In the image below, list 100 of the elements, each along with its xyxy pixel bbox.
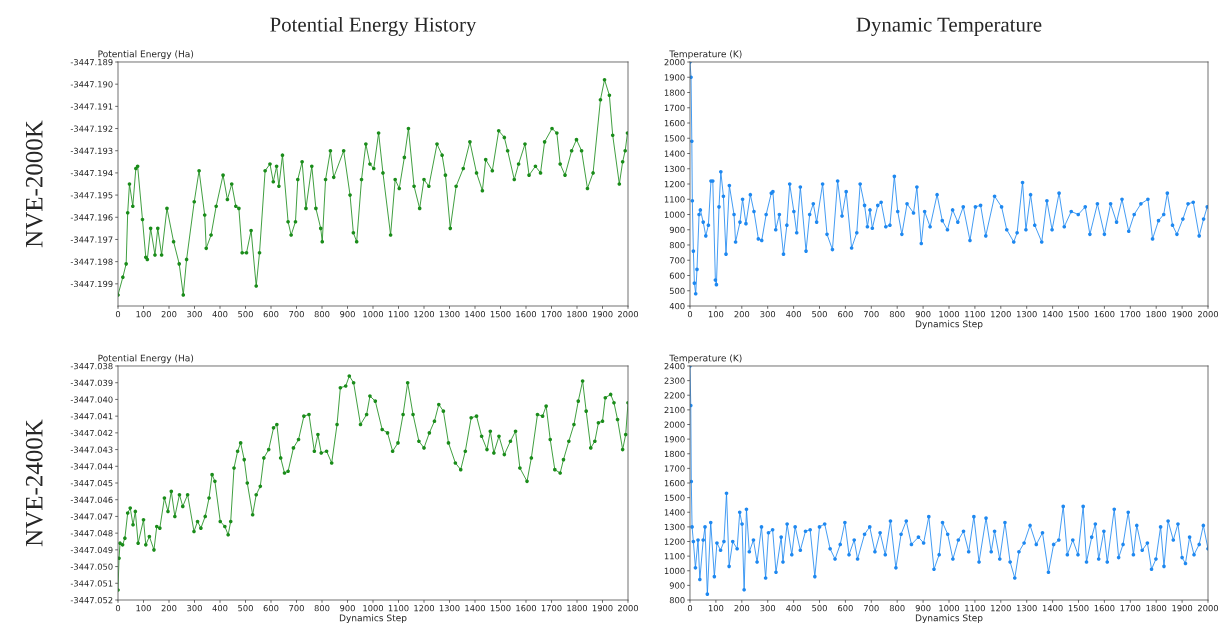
x-tick-label: 1100 bbox=[388, 311, 409, 318]
x-tick-label: 300 bbox=[187, 311, 202, 318]
x-tick-label: 1300 bbox=[1017, 311, 1037, 318]
x-tick-label: 0 bbox=[115, 605, 121, 612]
y-tick-label: 1400 bbox=[664, 509, 685, 516]
text: NVE-2400K bbox=[25, 419, 43, 547]
x-tick-label: 0 bbox=[687, 605, 693, 612]
x-tick-label: 100 bbox=[708, 605, 724, 612]
y-tick-label: 1800 bbox=[664, 450, 685, 458]
x-tick-label: 500 bbox=[812, 311, 827, 318]
x-tick-label: 1200 bbox=[414, 605, 435, 612]
x-tick-label: 1200 bbox=[991, 605, 1011, 612]
x-tick-label: 1900 bbox=[1172, 311, 1193, 318]
x-tick-label: 500 bbox=[238, 311, 253, 318]
y-tick-label: 1100 bbox=[664, 196, 685, 203]
x-tick-label: 900 bbox=[915, 605, 931, 612]
y-tick-label: 1600 bbox=[664, 479, 685, 487]
x-tick-label: 0 bbox=[687, 311, 693, 318]
x-tick-label: 1100 bbox=[965, 311, 985, 318]
x-tick-label: 1000 bbox=[939, 311, 960, 318]
y-tick-label: 900 bbox=[669, 582, 685, 589]
x-tick-label: 1400 bbox=[1042, 311, 1063, 318]
x-tick-label: 0 bbox=[115, 311, 121, 318]
y-axis-title: Potential Energy (Ha) bbox=[98, 50, 194, 60]
y-tick-label: -3447.039 bbox=[70, 379, 113, 386]
x-tick-label: 1700 bbox=[1120, 311, 1141, 318]
x-tick-label: 1900 bbox=[592, 605, 613, 612]
y-tick-label: 2000 bbox=[664, 421, 685, 428]
y-tick-label: 1200 bbox=[664, 538, 685, 545]
y-tick-label: -3447.050 bbox=[70, 563, 113, 570]
x-tick-label: 900 bbox=[340, 605, 355, 612]
x-tick-label: 1100 bbox=[388, 605, 409, 612]
x-tick-label: 1200 bbox=[414, 311, 435, 318]
x-tick-label: 2000 bbox=[1198, 605, 1219, 612]
x-tick-label: 1500 bbox=[1068, 311, 1089, 318]
y-tick-label: -3447.041 bbox=[70, 413, 113, 420]
y-tick-label: 1500 bbox=[664, 494, 685, 501]
x-tick-label: 1100 bbox=[965, 605, 985, 612]
y-tick-label: 500 bbox=[669, 287, 685, 295]
y-axis-title: Potential Energy (Ha) bbox=[98, 354, 194, 364]
x-tick-label: 700 bbox=[289, 311, 304, 318]
x-tick-label: 1500 bbox=[490, 605, 511, 612]
y-tick-label: 400 bbox=[669, 302, 685, 310]
x-tick-label: 1200 bbox=[991, 311, 1011, 318]
y-axis-title: Temperature (K) bbox=[669, 354, 742, 364]
x-tick-label: 400 bbox=[212, 605, 228, 612]
y-tick-label: 1600 bbox=[664, 119, 685, 127]
x-tick-label: 1700 bbox=[541, 605, 562, 612]
y-tick-label: 900 bbox=[669, 226, 685, 234]
x-tick-label: 1700 bbox=[541, 311, 562, 318]
y-tick-label: 1900 bbox=[664, 436, 685, 443]
x-tick-label: 1500 bbox=[490, 311, 511, 318]
x-tick-label: 1300 bbox=[439, 605, 460, 612]
y-tick-label: -3447.045 bbox=[70, 479, 113, 487]
y-tick-label: -3447.047 bbox=[70, 513, 113, 520]
y-axis-title: Temperature (K) bbox=[669, 50, 742, 60]
y-tick-label: 800 bbox=[669, 241, 685, 249]
text: NVE-2000K bbox=[25, 120, 43, 248]
x-tick-label: 800 bbox=[314, 311, 330, 318]
x-tick-label: 300 bbox=[760, 605, 776, 612]
y-tick-label: -3447.192 bbox=[70, 125, 113, 132]
x-tick-label: 600 bbox=[838, 605, 853, 612]
chart-title: Dynamic Temperature bbox=[856, 17, 1042, 36]
y-tick-label: -3447.052 bbox=[70, 596, 113, 604]
y-tick-label: -3447.195 bbox=[70, 192, 113, 199]
y-tick-label: 2200 bbox=[664, 392, 685, 399]
y-tick-label: -3447.199 bbox=[70, 280, 113, 288]
x-tick-label: 600 bbox=[263, 311, 279, 318]
y-tick-label: 1000 bbox=[664, 567, 685, 575]
x-tick-label: 700 bbox=[864, 605, 879, 612]
y-tick-label: 2100 bbox=[664, 406, 685, 414]
x-tick-label: 200 bbox=[734, 311, 750, 318]
x-tick-label: 2000 bbox=[1198, 311, 1219, 318]
y-tick-label: -3447.051 bbox=[70, 580, 113, 587]
x-tick-label: 300 bbox=[760, 311, 776, 318]
y-tick-label: 1300 bbox=[664, 523, 685, 531]
y-tick-label: 1200 bbox=[664, 180, 685, 188]
x-tick-label: 1400 bbox=[465, 605, 486, 612]
y-tick-label: 1000 bbox=[664, 211, 685, 218]
x-tick-label: 300 bbox=[187, 605, 202, 612]
x-tick-label: 1000 bbox=[363, 311, 384, 318]
x-tick-label: 2000 bbox=[618, 605, 639, 612]
y-tick-label: -3447.196 bbox=[70, 214, 113, 221]
x-tick-label: 200 bbox=[161, 605, 177, 612]
y-tick-label: 700 bbox=[669, 257, 685, 264]
y-tick-label: 1500 bbox=[664, 135, 685, 142]
y-tick-label: 2300 bbox=[664, 377, 685, 384]
y-tick-label: 600 bbox=[669, 272, 685, 279]
x-axis-title: Dynamics Step bbox=[915, 320, 983, 330]
x-tick-label: 1300 bbox=[1017, 605, 1037, 612]
y-tick-label: 1700 bbox=[664, 465, 685, 472]
x-tick-label: 1800 bbox=[567, 311, 588, 318]
y-tick-label: 2000 bbox=[664, 58, 685, 66]
x-axis-title: Dynamics Step bbox=[915, 614, 983, 624]
x-tick-label: 1800 bbox=[567, 605, 588, 612]
x-tick-label: 400 bbox=[212, 311, 228, 318]
x-tick-label: 1400 bbox=[465, 311, 486, 318]
x-tick-label: 700 bbox=[289, 605, 304, 612]
x-tick-label: 1600 bbox=[1094, 311, 1115, 318]
y-tick-label: -3447.042 bbox=[70, 429, 113, 437]
